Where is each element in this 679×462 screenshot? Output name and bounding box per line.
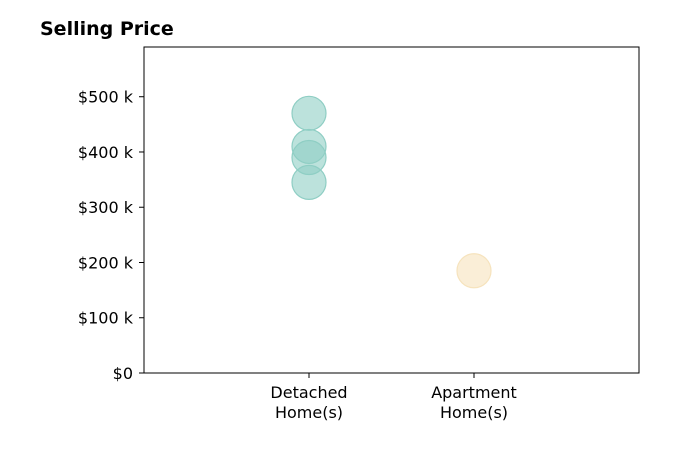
y-tick-label: $0	[113, 364, 133, 383]
y-tick-label: $200 k	[78, 253, 134, 272]
data-point	[456, 253, 492, 289]
chart-title: Selling Price	[40, 18, 174, 40]
plot-area: $0 $100 k $200 k $300 k $400 k $500 k Detached…	[78, 46, 640, 422]
x-tick-label: Home(s)	[440, 403, 508, 422]
y-tick-label: $400 k	[78, 143, 134, 162]
y-tick-label: $500 k	[78, 88, 134, 107]
data-point	[291, 95, 327, 131]
x-tick-label: Detached	[270, 383, 347, 402]
plot-frame	[143, 46, 640, 374]
data-point	[291, 164, 327, 200]
x-tick-label: Home(s)	[275, 403, 343, 422]
y-tick-label: $100 k	[78, 309, 134, 328]
y-tick-label: $300 k	[78, 198, 134, 217]
x-tick-label: Apartment	[431, 383, 517, 402]
